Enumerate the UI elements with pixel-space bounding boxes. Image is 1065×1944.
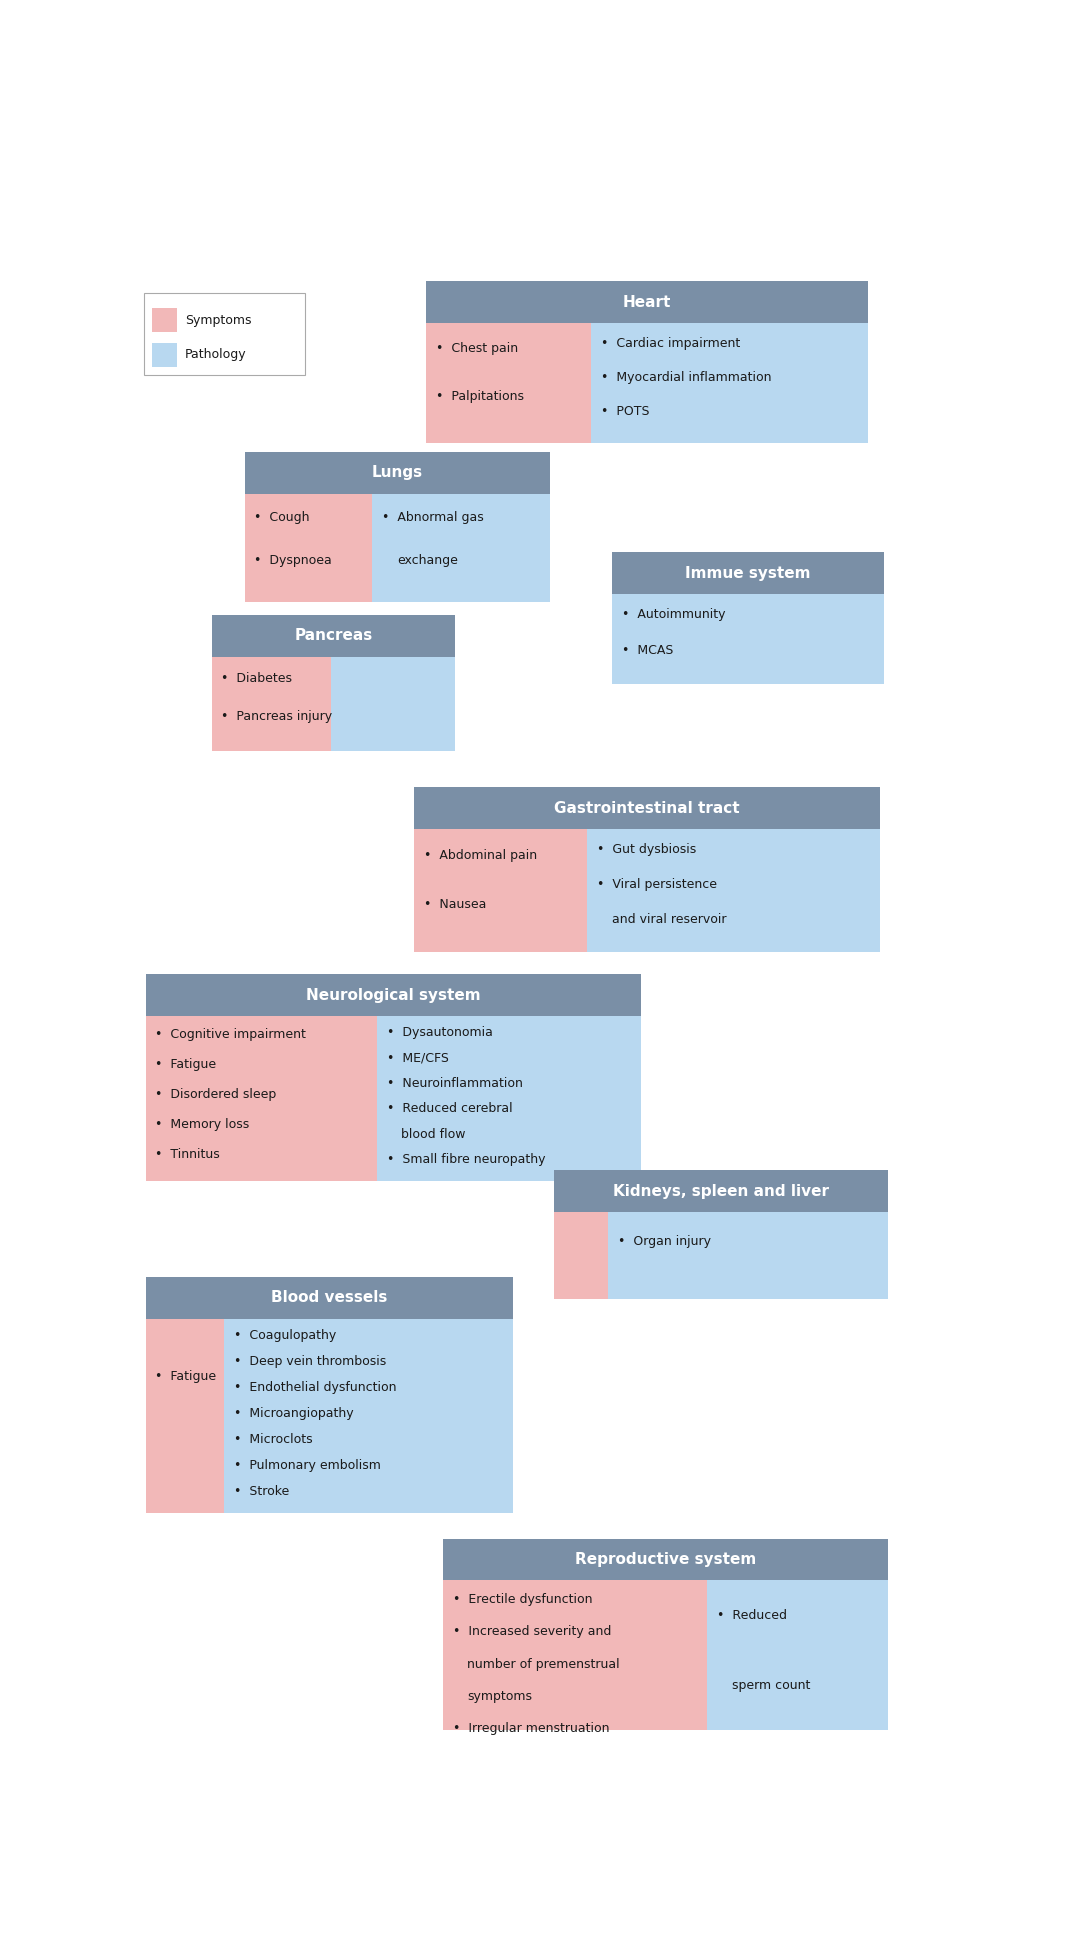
Text: •  Myocardial inflammation: • Myocardial inflammation	[601, 371, 772, 385]
Text: •  Palpitations: • Palpitations	[436, 391, 524, 402]
FancyBboxPatch shape	[146, 1017, 377, 1180]
Text: •  Deep vein thrombosis: • Deep vein thrombosis	[234, 1355, 387, 1369]
Text: Gastrointestinal tract: Gastrointestinal tract	[554, 801, 740, 816]
Text: •  Fatigue: • Fatigue	[155, 1371, 216, 1384]
FancyBboxPatch shape	[554, 1213, 608, 1299]
FancyBboxPatch shape	[591, 323, 868, 443]
FancyBboxPatch shape	[373, 494, 550, 601]
Text: •  Pancreas injury: • Pancreas injury	[222, 710, 332, 723]
FancyBboxPatch shape	[212, 614, 455, 657]
FancyBboxPatch shape	[611, 552, 884, 595]
Text: •  Organ injury: • Organ injury	[618, 1234, 710, 1248]
Text: •  Fatigue: • Fatigue	[155, 1058, 216, 1071]
Text: •  Increased severity and: • Increased severity and	[453, 1625, 611, 1639]
FancyBboxPatch shape	[426, 323, 591, 443]
FancyBboxPatch shape	[413, 787, 880, 828]
Text: •  Abnormal gas: • Abnormal gas	[382, 511, 485, 525]
Text: •  Microangiopathy: • Microangiopathy	[234, 1407, 354, 1419]
Text: •  Stroke: • Stroke	[234, 1485, 289, 1497]
Text: Kidneys, spleen and liver: Kidneys, spleen and liver	[613, 1184, 830, 1199]
FancyBboxPatch shape	[152, 342, 177, 367]
Text: •  Small fibre neuropathy: • Small fibre neuropathy	[387, 1153, 545, 1166]
Text: •  Pulmonary embolism: • Pulmonary embolism	[234, 1458, 380, 1472]
Text: exchange: exchange	[397, 554, 458, 568]
Text: •  Dysautonomia: • Dysautonomia	[387, 1026, 492, 1040]
Text: •  Memory loss: • Memory loss	[155, 1118, 249, 1131]
Text: •  Cognitive impairment: • Cognitive impairment	[155, 1028, 307, 1042]
Text: •  Diabetes: • Diabetes	[222, 673, 293, 684]
Text: •  Coagulopathy: • Coagulopathy	[234, 1330, 337, 1341]
Text: Reproductive system: Reproductive system	[575, 1551, 756, 1567]
Text: and viral reservoir: and viral reservoir	[612, 914, 726, 925]
FancyBboxPatch shape	[554, 1170, 888, 1213]
Text: Lungs: Lungs	[372, 465, 423, 480]
FancyBboxPatch shape	[611, 595, 884, 684]
FancyBboxPatch shape	[608, 1213, 888, 1299]
Text: Neurological system: Neurological system	[306, 988, 480, 1003]
Text: •  Gut dysbiosis: • Gut dysbiosis	[597, 844, 697, 855]
Text: •  Cough: • Cough	[255, 511, 310, 525]
Text: •  Endothelial dysfunction: • Endothelial dysfunction	[234, 1380, 396, 1394]
Text: •  Cardiac impairment: • Cardiac impairment	[601, 336, 740, 350]
Text: •  MCAS: • MCAS	[622, 643, 673, 657]
Text: symptoms: symptoms	[468, 1689, 532, 1703]
FancyBboxPatch shape	[707, 1580, 888, 1757]
FancyBboxPatch shape	[331, 657, 455, 750]
Text: •  Autoimmunity: • Autoimmunity	[622, 608, 725, 622]
Text: •  ME/CFS: • ME/CFS	[387, 1052, 448, 1065]
FancyBboxPatch shape	[426, 282, 868, 323]
FancyBboxPatch shape	[224, 1318, 512, 1512]
FancyBboxPatch shape	[146, 1277, 513, 1318]
FancyBboxPatch shape	[245, 494, 373, 601]
Text: Blood vessels: Blood vessels	[271, 1291, 388, 1304]
Text: •  Viral persistence: • Viral persistence	[597, 879, 717, 890]
Text: •  Dyspnoea: • Dyspnoea	[255, 554, 332, 568]
Text: •  Reduced cerebral: • Reduced cerebral	[387, 1102, 512, 1116]
Text: •  Chest pain: • Chest pain	[436, 342, 519, 356]
Text: Immue system: Immue system	[685, 566, 810, 581]
FancyBboxPatch shape	[212, 657, 331, 750]
Text: •  Neuroinflammation: • Neuroinflammation	[387, 1077, 523, 1091]
Text: •  Disordered sleep: • Disordered sleep	[155, 1089, 277, 1100]
FancyBboxPatch shape	[144, 294, 305, 375]
FancyBboxPatch shape	[245, 451, 550, 494]
FancyBboxPatch shape	[146, 974, 641, 1017]
FancyBboxPatch shape	[443, 1580, 707, 1757]
Text: sperm count: sperm count	[732, 1680, 809, 1693]
Text: •  Irregular menstruation: • Irregular menstruation	[453, 1722, 609, 1734]
Text: number of premenstrual: number of premenstrual	[468, 1658, 620, 1670]
FancyBboxPatch shape	[377, 1017, 641, 1180]
Text: •  Abdominal pain: • Abdominal pain	[424, 850, 537, 861]
Text: •  Erectile dysfunction: • Erectile dysfunction	[453, 1594, 592, 1606]
Text: blood flow: blood flow	[402, 1128, 465, 1141]
Text: Pancreas: Pancreas	[294, 628, 373, 643]
FancyBboxPatch shape	[413, 828, 587, 953]
Text: •  Nausea: • Nausea	[424, 898, 486, 912]
Text: •  POTS: • POTS	[601, 404, 650, 418]
FancyBboxPatch shape	[443, 1538, 888, 1580]
Text: Pathology: Pathology	[185, 348, 247, 362]
FancyBboxPatch shape	[587, 828, 880, 953]
FancyBboxPatch shape	[152, 307, 177, 332]
FancyBboxPatch shape	[146, 1318, 224, 1512]
Text: Heart: Heart	[623, 295, 671, 309]
Text: •  Microclots: • Microclots	[234, 1433, 312, 1446]
Text: •  Reduced: • Reduced	[717, 1610, 787, 1621]
Text: •  Tinnitus: • Tinnitus	[155, 1147, 220, 1161]
Text: Symptoms: Symptoms	[185, 313, 251, 327]
